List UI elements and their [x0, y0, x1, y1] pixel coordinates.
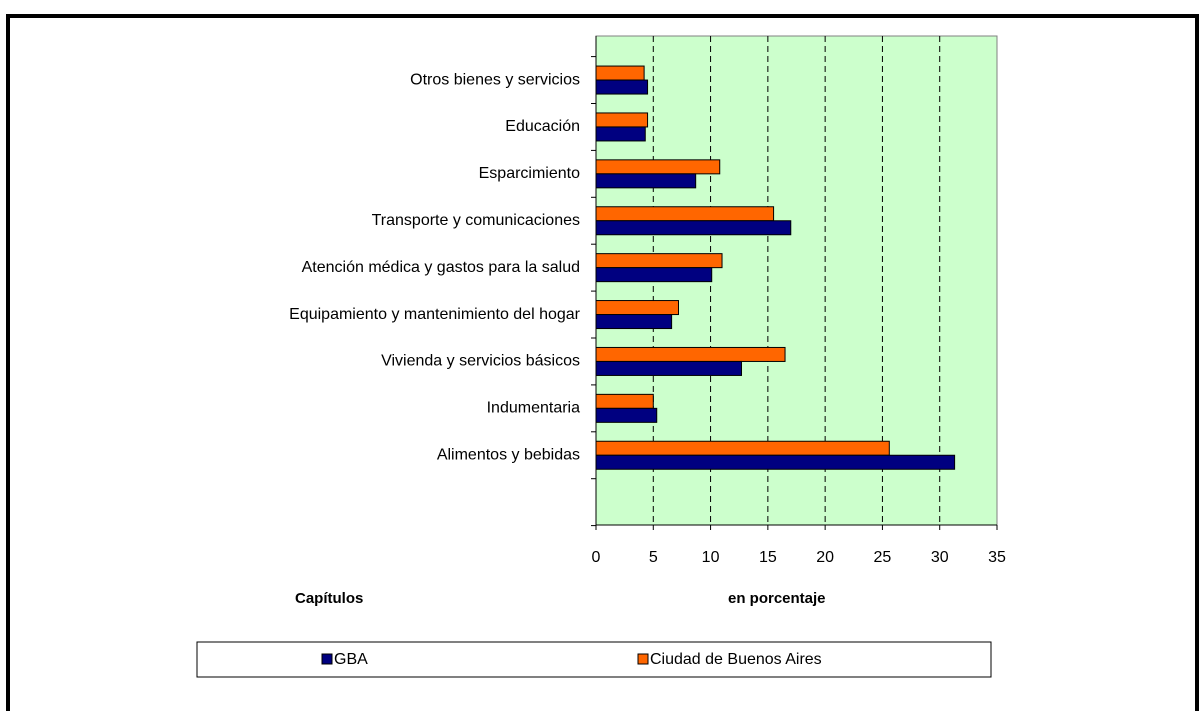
bar [595, 206, 775, 222]
bar [595, 112, 649, 128]
y-tick-label: Atención médica y gastos para la salud [302, 259, 580, 276]
bar [595, 220, 792, 236]
y-tick-label: Alimentos y bebidas [437, 446, 580, 463]
y-tick-label: Otros bienes y servicios [410, 71, 580, 88]
x-tick-label: 35 [988, 549, 1006, 566]
bar [595, 253, 723, 269]
bar [595, 440, 890, 456]
bar [595, 65, 645, 81]
legend-marker [321, 653, 333, 665]
x-tick-label: 0 [592, 549, 601, 566]
legend-marker [637, 653, 649, 665]
x-tick-label: 15 [759, 549, 777, 566]
x-tick-label: 30 [931, 549, 949, 566]
legend-label: Ciudad de Buenos Aires [650, 651, 822, 668]
bar [595, 346, 786, 362]
bar [595, 393, 654, 409]
bar [595, 79, 649, 95]
bar [595, 314, 673, 330]
y-tick-label: Equipamiento y mantenimiento del hogar [289, 306, 581, 323]
y-tick-label: Esparcimiento [479, 165, 580, 182]
x-tick-label: 5 [649, 549, 658, 566]
y-tick-label: Transporte y comunicaciones [372, 212, 580, 229]
y-tick-label: Educación [505, 118, 580, 135]
x-axis-title: en porcentaje [728, 590, 826, 607]
legend-label: GBA [334, 651, 368, 668]
bar [595, 360, 743, 376]
y-tick-label: Vivienda y servicios básicos [381, 353, 580, 370]
x-tick-label: 20 [816, 549, 834, 566]
x-tick-label: 10 [702, 549, 720, 566]
bar [595, 126, 646, 142]
bar [595, 454, 956, 470]
x-tick-label: 25 [874, 549, 892, 566]
y-axis-title: Capítulos [295, 590, 363, 607]
y-tick-label: Indumentaria [487, 400, 580, 417]
bar [595, 300, 679, 316]
bar [595, 159, 721, 175]
bar [595, 173, 697, 189]
bar [595, 407, 658, 423]
bar [595, 267, 713, 283]
legend [196, 641, 992, 678]
